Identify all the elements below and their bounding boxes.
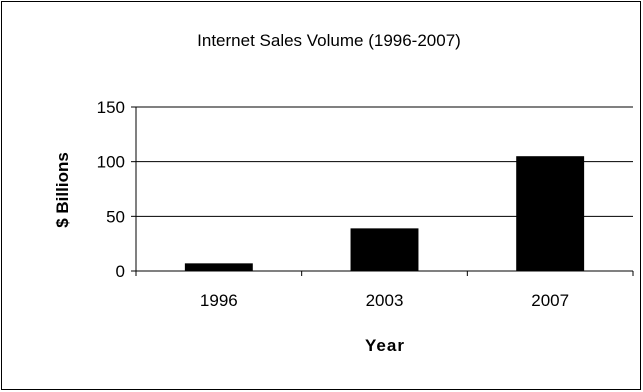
bars	[184, 156, 585, 271]
x-tick-labels: 1996 2003 2007	[200, 291, 569, 310]
y-tick-label: 150	[97, 98, 125, 117]
x-tick-label: 2003	[366, 291, 404, 310]
chart-title: Internet Sales Volume (1996-2007)	[197, 31, 461, 50]
bar-2003	[350, 228, 419, 271]
y-axis-label: $ Billions	[53, 152, 72, 228]
y-tick-label: 50	[106, 207, 125, 226]
y-tick-label: 100	[97, 153, 125, 172]
x-tick-label: 2007	[531, 291, 569, 310]
x-tick-label: 1996	[200, 291, 238, 310]
y-tick-label: 0	[116, 262, 125, 281]
axes	[131, 106, 634, 276]
bar-2007	[516, 156, 585, 271]
x-axis-label: Year	[365, 336, 405, 355]
bar-1996	[184, 263, 253, 271]
y-tick-labels: 0 50 100 150	[97, 98, 125, 281]
